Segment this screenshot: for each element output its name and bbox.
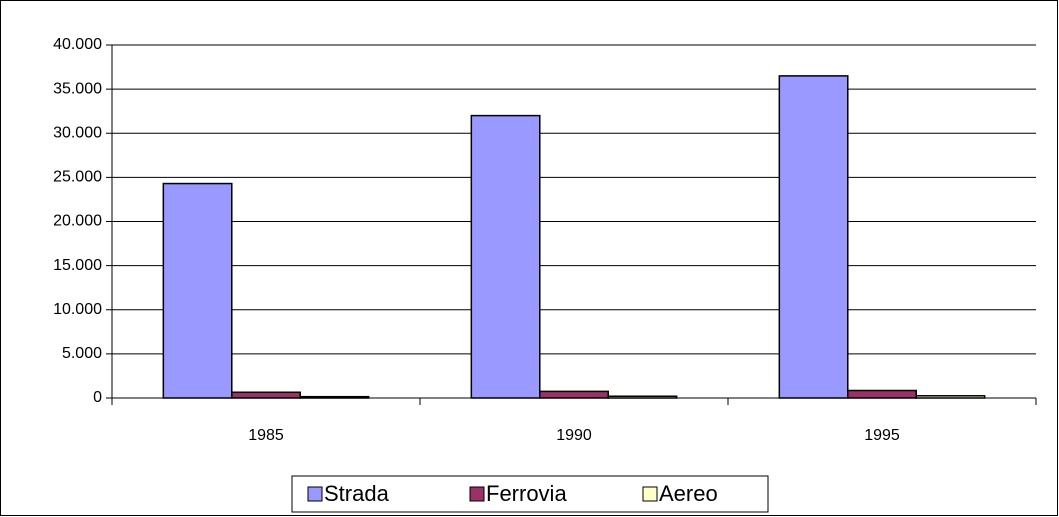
x-tick-label: 1995 xyxy=(864,427,900,444)
y-tick-label: 25.000 xyxy=(53,169,102,186)
y-tick-label: 30.000 xyxy=(53,124,102,141)
bar xyxy=(778,75,849,399)
bar xyxy=(470,114,541,399)
x-tick-label: 1990 xyxy=(556,427,592,444)
legend-label: Aereo xyxy=(659,481,718,506)
legend-label: Ferrovia xyxy=(486,481,567,506)
y-tick-label: 0 xyxy=(93,389,102,406)
y-tick-label: 35.000 xyxy=(53,80,102,97)
y-tick-label: 15.000 xyxy=(53,257,102,274)
y-tick-label: 5.000 xyxy=(62,345,102,362)
bar xyxy=(162,182,233,399)
y-tick-label: 10.000 xyxy=(53,301,102,318)
bar xyxy=(847,389,917,399)
legend-swatch xyxy=(469,486,485,502)
y-tick-label: 40.000 xyxy=(53,36,102,53)
legend-swatch xyxy=(307,486,323,502)
y-tick-label: 20.000 xyxy=(53,213,102,230)
bar xyxy=(231,391,301,399)
legend-swatch xyxy=(642,486,658,502)
legend-box xyxy=(291,475,769,513)
legend-label: Strada xyxy=(324,481,390,506)
bar xyxy=(539,390,609,399)
x-tick-label: 1985 xyxy=(248,427,284,444)
